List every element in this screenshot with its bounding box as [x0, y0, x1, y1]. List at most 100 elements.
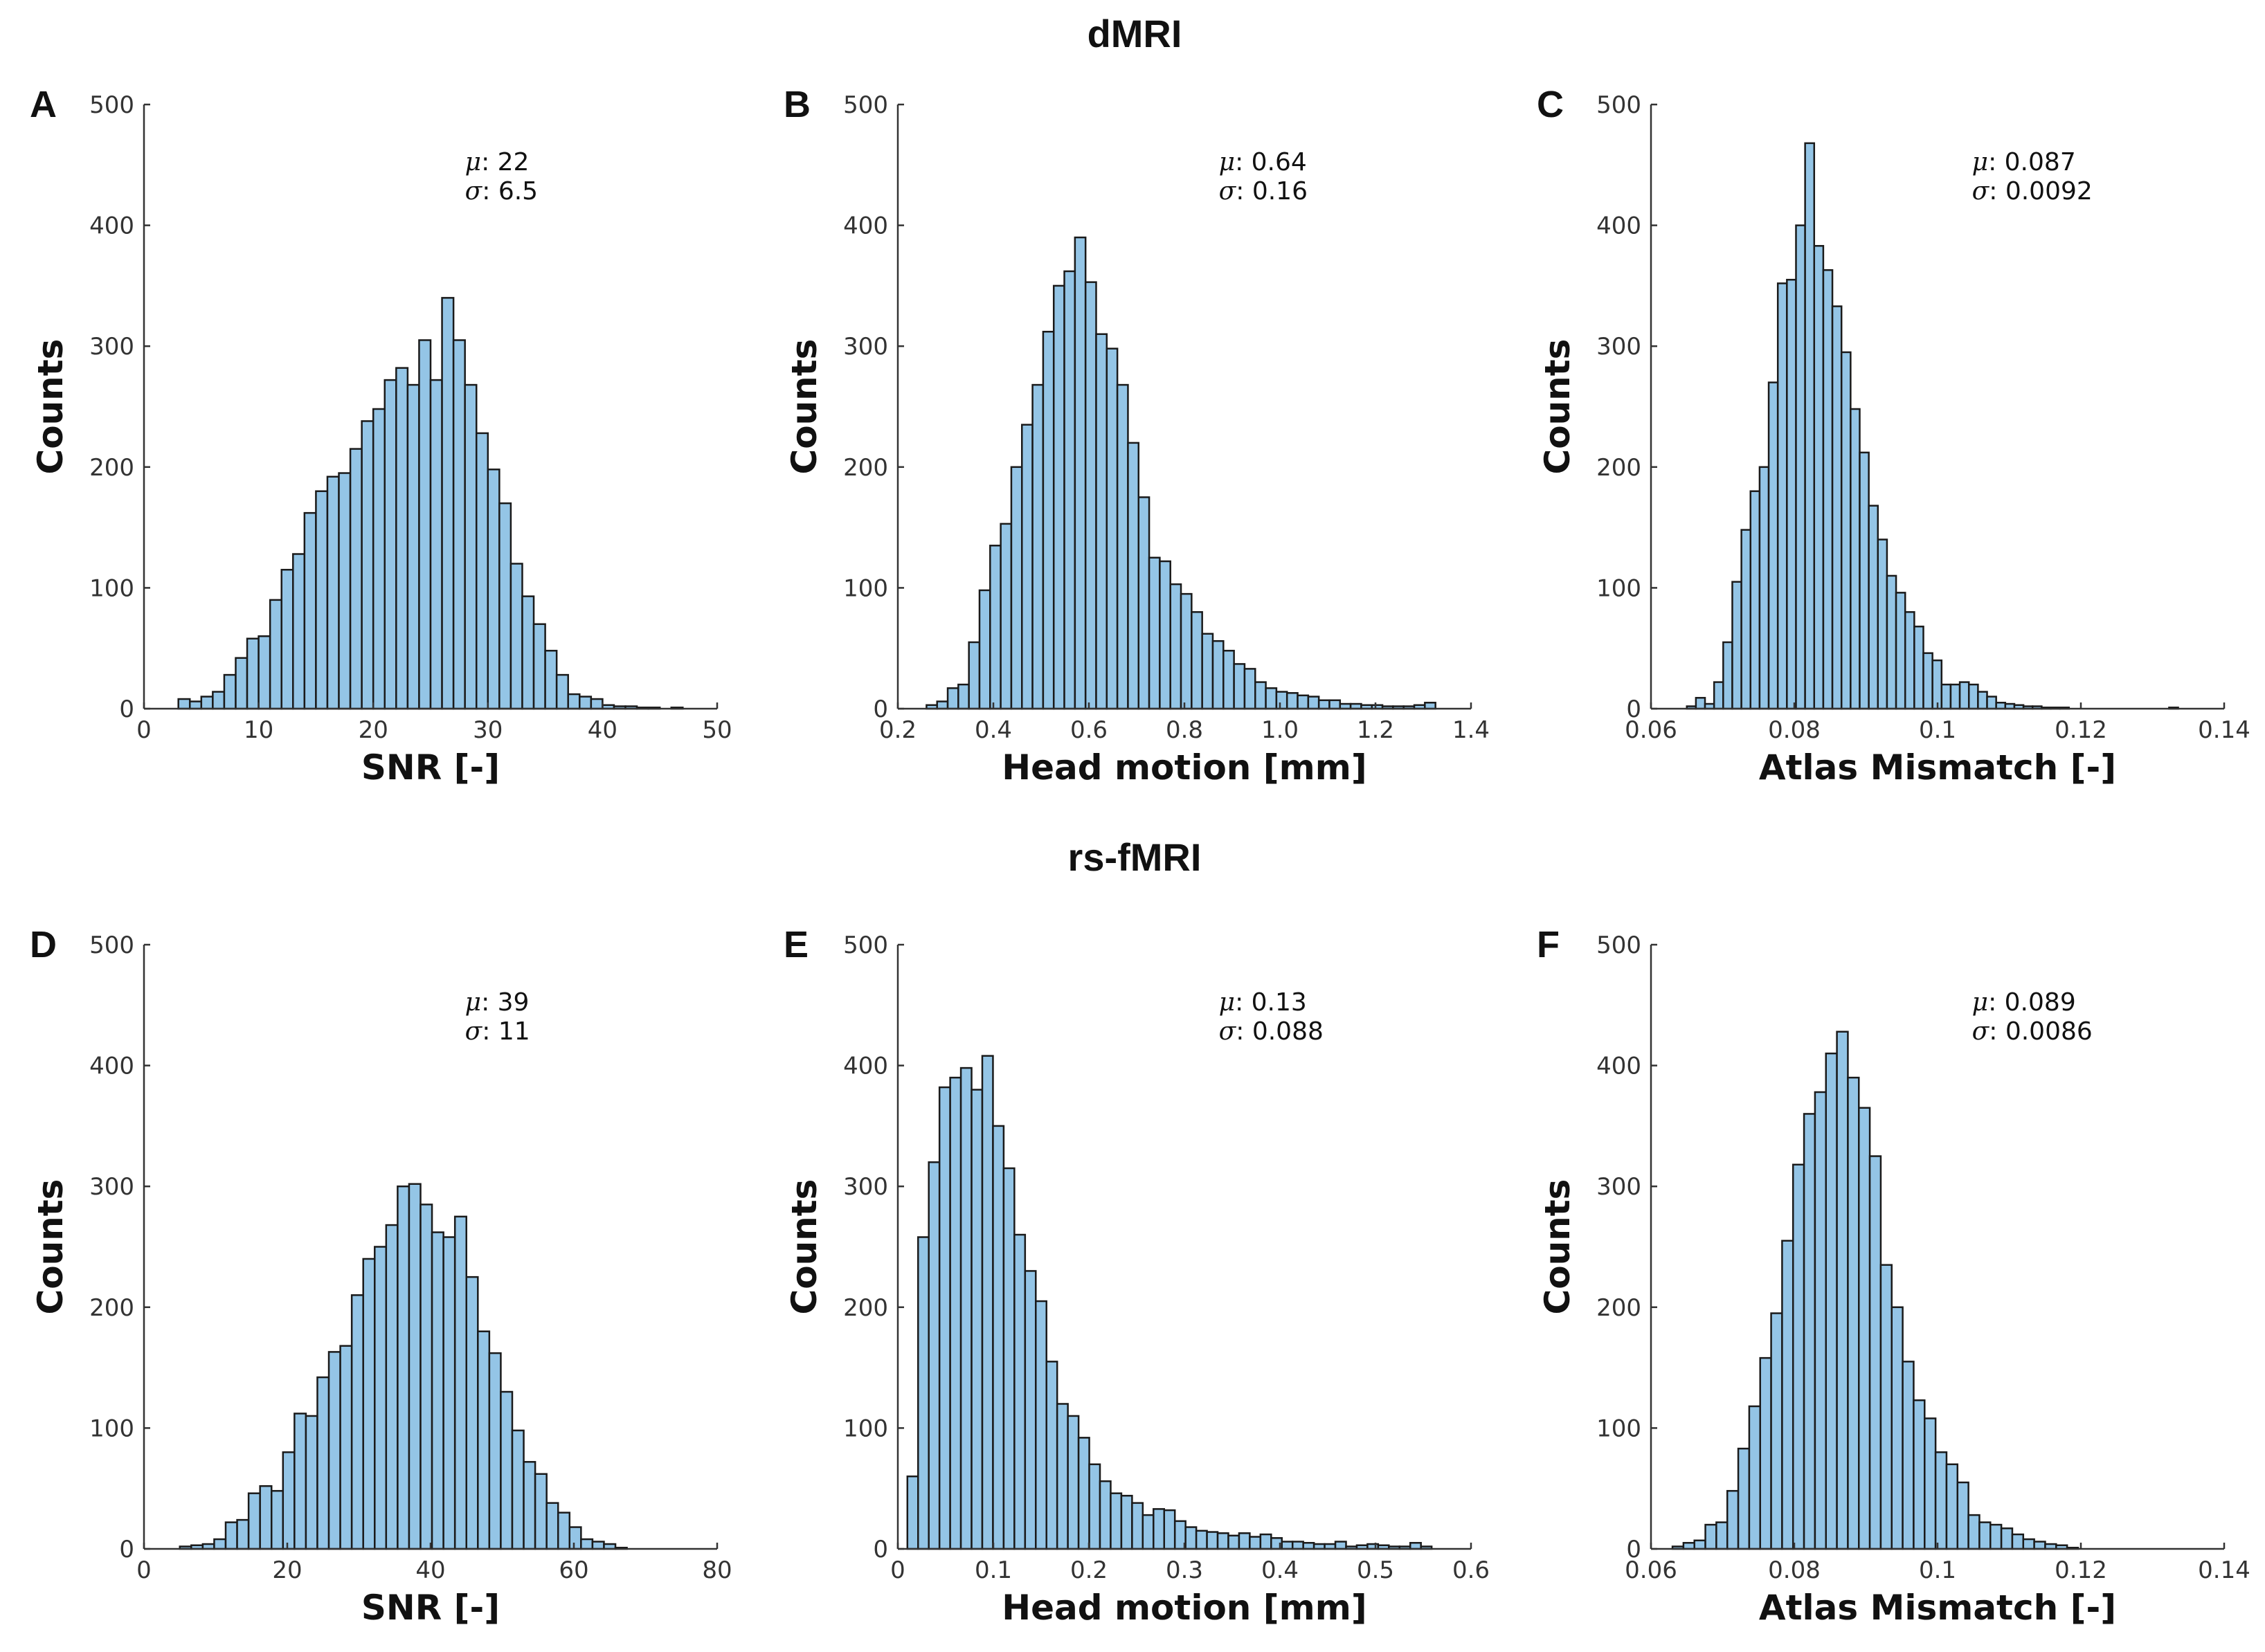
y-tick-label: 0 — [119, 1536, 134, 1563]
std-annotation-separator: : — [1236, 1017, 1252, 1046]
histogram-bar — [1191, 611, 1203, 710]
histogram-bar — [1958, 681, 1970, 710]
y-tick-label: 400 — [1596, 1053, 1641, 1080]
std-annotation-separator: : — [1989, 177, 2005, 206]
x-tick-label: 10 — [244, 716, 273, 744]
x-tick-label: 0.08 — [1768, 1556, 1821, 1584]
x-axis-label: Head motion [mm] — [1002, 1588, 1366, 1628]
y-tick-label: 0 — [873, 1536, 888, 1563]
x-tick-label: 0.12 — [2055, 1556, 2107, 1584]
x-tick-label: 1.4 — [1452, 716, 1490, 744]
histogram-bar — [1302, 1542, 1315, 1550]
histogram-bar — [1281, 1541, 1294, 1550]
histogram-bar — [1238, 1532, 1251, 1550]
histogram-bar — [1858, 1107, 1871, 1550]
y-tick-label: 100 — [1596, 1415, 1641, 1442]
std-annotation-value: 0.0092 — [2005, 177, 2093, 206]
x-tick-label: 1.0 — [1261, 716, 1299, 744]
y-tick-label: 300 — [1596, 333, 1641, 361]
histogram-bar — [1021, 424, 1034, 710]
x-tick-label: 20 — [359, 716, 388, 744]
histogram-bar — [224, 1521, 238, 1550]
histogram-bar — [431, 1231, 444, 1550]
histogram-bar — [429, 379, 443, 710]
histogram-bar — [1758, 466, 1770, 710]
histogram-bar — [2022, 1538, 2035, 1550]
histogram-bar — [1967, 1514, 1980, 1550]
y-tick-label: 200 — [843, 1294, 888, 1322]
histogram-bar — [1776, 282, 1788, 710]
x-axis-label: SNR [-] — [361, 747, 500, 788]
x-tick-label: 0.6 — [1070, 716, 1108, 744]
y-tick-label: 100 — [843, 574, 888, 602]
histogram-bar — [1879, 1264, 1893, 1550]
mean-annotation-value: 0.089 — [2005, 988, 2076, 1017]
std-annotation-separator: : — [1989, 1017, 2005, 1046]
mean-annotation-value: 0.64 — [1252, 148, 1307, 176]
histogram-bar — [1813, 245, 1825, 710]
section-title-rsfmri: rs-fMRI — [1068, 835, 1202, 879]
histogram-bar — [532, 623, 546, 710]
histogram-bar — [1770, 1312, 1783, 1550]
histogram-bar — [500, 1390, 514, 1550]
y-tick-label: 400 — [89, 212, 134, 240]
histogram-bar — [1781, 1240, 1794, 1550]
histogram-bar — [419, 1204, 433, 1550]
histogram-bar — [200, 696, 214, 710]
histogram-bar — [316, 1376, 330, 1550]
std-annotation-symbol: σ — [1972, 177, 1990, 206]
x-tick-label: 0.6 — [1452, 1556, 1490, 1584]
histogram-bar — [487, 469, 500, 710]
histogram-bar — [1259, 1533, 1272, 1550]
x-tick-label: 40 — [588, 716, 617, 744]
x-tick-label: 0.8 — [1166, 716, 1203, 744]
mean-annotation: μ: 0.087 — [1972, 148, 2076, 176]
x-axis-label: SNR [-] — [361, 1588, 500, 1628]
histogram-bar — [1804, 142, 1816, 710]
y-tick-label: 200 — [843, 454, 888, 482]
histogram-bar — [1159, 560, 1171, 710]
y-tick-label: 300 — [843, 1173, 888, 1201]
histogram-bar — [557, 1512, 571, 1550]
histogram-bar — [1254, 681, 1267, 710]
histogram-bar — [957, 683, 970, 710]
histogram-bar — [397, 1185, 410, 1550]
histogram-bar — [259, 1485, 273, 1550]
y-axis-label: Counts — [30, 1179, 71, 1315]
histogram-bar — [475, 432, 489, 710]
mean-annotation: μ: 0.089 — [1972, 988, 2076, 1017]
panel-e: 0 100 200 300 400 500 0 0.1 0.2 0.3 0.4 0.5 0.6 Head … — [784, 924, 1490, 1628]
histogram-bar — [523, 1461, 536, 1550]
histogram-bar — [338, 472, 352, 710]
histogram-bar — [928, 1161, 941, 1550]
histogram-bar — [1890, 1306, 1904, 1550]
x-tick-label: 40 — [415, 1556, 445, 1584]
y-tick-label: 500 — [89, 932, 134, 959]
histogram-bar — [1902, 1361, 1915, 1550]
histogram-bar — [1949, 683, 1961, 710]
histogram-bar — [580, 1538, 594, 1550]
y-axis-label: Counts — [784, 339, 824, 475]
x-tick-label: 60 — [559, 1556, 588, 1584]
x-tick-label: 0 — [136, 1556, 152, 1584]
x-tick-label: 80 — [702, 1556, 732, 1584]
histogram-bar — [1042, 331, 1055, 710]
y-tick-label: 0 — [1626, 1536, 1641, 1563]
histogram-bar — [968, 641, 981, 710]
panel-d: 0 100 200 300 400 500 0 20 40 60 80 SNR [-] Counts Dμ… — [30, 924, 732, 1628]
std-annotation-value: 0.0086 — [2005, 1017, 2093, 1046]
histogram-bar — [1227, 1534, 1240, 1550]
histogram-bar — [1840, 351, 1852, 710]
y-tick-label: 500 — [843, 91, 888, 119]
histogram-bar — [1084, 281, 1097, 710]
histogram-bar — [1249, 1536, 1262, 1550]
histogram-bar — [212, 691, 226, 710]
mean-annotation-symbol: μ — [1219, 988, 1235, 1017]
y-tick-label: 0 — [119, 696, 134, 723]
histogram-bar — [1211, 639, 1225, 710]
histogram-bar — [269, 599, 282, 710]
histogram-bar — [1180, 592, 1193, 710]
histogram-bar — [1307, 696, 1320, 710]
histogram-bar — [1945, 1463, 1959, 1550]
histogram-bar — [1786, 278, 1797, 710]
